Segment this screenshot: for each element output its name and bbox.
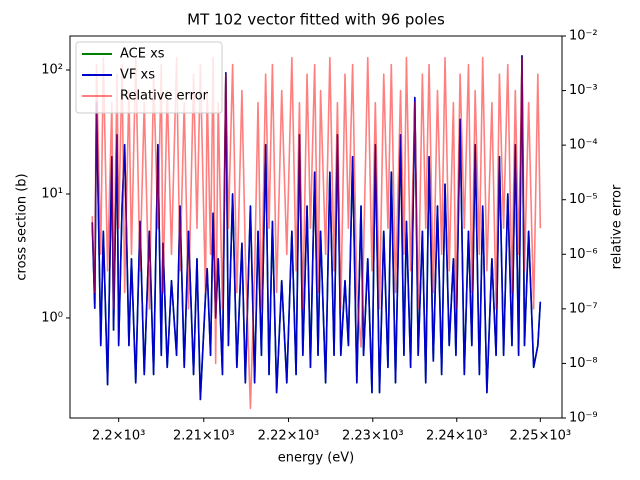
x-tick-label: 2.23×10³ — [342, 429, 404, 444]
y2-tick-label: 10⁻⁹ — [569, 411, 598, 426]
y2-tick-label: 10⁻⁷ — [569, 301, 598, 316]
y2-tick-label: 10⁻⁸ — [569, 356, 598, 371]
y-tick-label: 10¹ — [41, 186, 63, 201]
y-axis-label: cross section (b) — [15, 173, 30, 280]
x-tick-label: 2.25×10³ — [510, 429, 572, 444]
x-tick-label: 2.2×10³ — [92, 429, 145, 444]
x-tick-label: 2.24×10³ — [426, 429, 488, 444]
y2-tick-label: 10⁻⁶ — [569, 247, 598, 262]
y2-axis-label: relative error — [610, 184, 625, 269]
y-tick-label: 10² — [41, 62, 63, 77]
x-tick-label: 2.21×10³ — [173, 429, 235, 444]
legend-label: Relative error — [120, 89, 209, 104]
legend-box — [75, 41, 223, 114]
y2-tick-label: 10⁻² — [569, 29, 598, 44]
legend-label: VF xs — [120, 68, 155, 83]
chart-title: MT 102 vector fitted with 96 poles — [187, 11, 445, 29]
plot-frame — [69, 35, 563, 419]
series-line — [91, 55, 542, 401]
y2-tick-label: 10⁻⁵ — [569, 192, 598, 207]
x-axis-label: energy (eV) — [278, 451, 354, 466]
x-tick-label: 2.22×10³ — [258, 429, 320, 444]
legend-label: ACE xs — [120, 47, 165, 62]
y-tick-label: 10⁰ — [41, 310, 63, 325]
y2-tick-label: 10⁻⁴ — [569, 138, 598, 153]
y2-tick-label: 10⁻³ — [569, 83, 598, 98]
